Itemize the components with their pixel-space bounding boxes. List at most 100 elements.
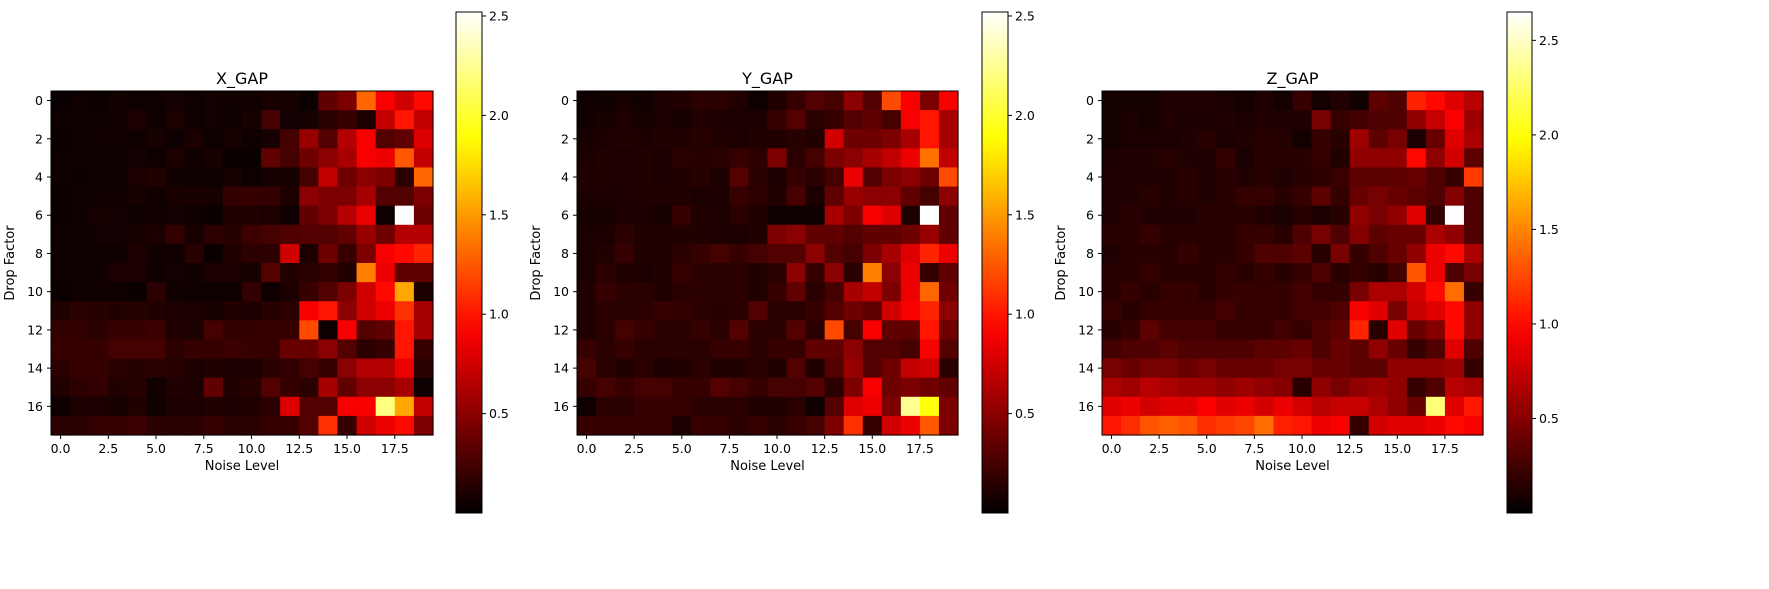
heatmap-cell <box>299 320 319 341</box>
heatmap-cell <box>786 224 807 245</box>
heatmap-cell <box>261 415 281 436</box>
heatmap-cell <box>127 396 148 417</box>
heatmap-cell <box>748 377 769 398</box>
heatmap-cell <box>242 129 262 149</box>
heatmap-cell <box>634 186 654 207</box>
heatmap-cell <box>184 377 205 398</box>
heatmap-cell <box>824 339 845 360</box>
heatmap-cell <box>634 167 654 188</box>
heatmap-cell <box>881 320 902 341</box>
heatmap-cell <box>1330 415 1351 436</box>
heatmap-cell <box>1349 148 1370 169</box>
heatmap-cell <box>1121 358 1141 379</box>
heatmap-cell <box>1254 205 1275 226</box>
heatmap-cell <box>222 148 243 169</box>
heatmap-cell <box>146 205 167 226</box>
heatmap-cell <box>1159 129 1179 149</box>
heatmap-cell <box>729 91 750 111</box>
colorbar-tick-label: 1.5 <box>1015 207 1035 222</box>
heatmap-cell <box>1159 320 1179 341</box>
heatmap-cell <box>222 301 243 321</box>
heatmap-cell <box>1102 110 1122 130</box>
heatmap-cell <box>1330 110 1351 130</box>
heatmap-cell <box>242 224 262 245</box>
heatmap-cell <box>729 186 750 207</box>
heatmap-cell <box>843 148 864 169</box>
heatmap-cell <box>51 396 71 417</box>
heatmap-cell <box>596 377 616 398</box>
heatmap-cell <box>1311 91 1332 111</box>
heatmap-cell <box>1273 415 1294 436</box>
x-tick-label: 17.5 <box>381 441 409 456</box>
heatmap-cell <box>1425 91 1446 111</box>
heatmap-cell <box>653 358 673 379</box>
y-tick-label: 10 <box>27 284 43 299</box>
heatmap-cell <box>672 243 692 264</box>
heatmap-cell <box>1311 339 1332 360</box>
heatmap-cell <box>394 320 415 341</box>
x-tick-label: 0.0 <box>51 441 71 456</box>
heatmap-cell <box>919 186 940 207</box>
heatmap-cell <box>1406 415 1427 436</box>
heatmap-cell <box>108 186 128 207</box>
heatmap-cell <box>70 167 90 188</box>
heatmap-cell <box>203 339 224 360</box>
heatmap-cell <box>672 167 692 188</box>
heatmap-cell <box>318 263 339 283</box>
heatmap-cell <box>824 110 845 130</box>
heatmap-cell <box>1140 224 1160 245</box>
heatmap-cell <box>938 243 959 264</box>
heatmap-cell <box>222 377 243 398</box>
heatmap-cell <box>203 358 224 379</box>
heatmap-cell <box>356 396 377 417</box>
heatmap-cell <box>1197 339 1217 360</box>
heatmap-cell <box>1121 396 1141 417</box>
heatmap-cell <box>577 358 597 379</box>
heatmap-cell <box>729 263 750 283</box>
heatmap-cell <box>824 129 845 149</box>
heatmap-cell <box>318 224 339 245</box>
heatmap-cell <box>1121 224 1141 245</box>
heatmap-cell <box>146 339 167 360</box>
heatmap-cell <box>1216 148 1236 169</box>
heatmap-cell <box>261 339 281 360</box>
heatmap-cell <box>108 377 128 398</box>
heatmap-cell <box>261 301 281 321</box>
chart-panel-2: Z_GAP 0.0 2.5 5.0 7.5 10.0 12.5 15.0 17.5 0 2 4 6 8 10… <box>1054 11 1559 514</box>
heatmap-cell <box>280 263 300 283</box>
heatmap-cell <box>356 243 377 264</box>
heatmap-cell <box>222 339 243 360</box>
heatmap-cell <box>1178 91 1198 111</box>
heatmap-cell <box>615 186 635 207</box>
heatmap-cell <box>89 282 109 302</box>
heatmap-cell <box>786 339 807 360</box>
heatmap-cell <box>1444 243 1465 264</box>
heatmap-cell <box>710 167 730 188</box>
heatmap-cell <box>919 110 940 130</box>
heatmap-cell <box>1387 205 1408 226</box>
heatmap-cell <box>1102 129 1122 149</box>
heatmap-cell <box>1197 186 1217 207</box>
heatmap-cell <box>1330 358 1351 379</box>
heatmap-cell <box>767 148 788 169</box>
heatmap-cell <box>394 129 415 149</box>
heatmap-cell <box>767 224 788 245</box>
heatmap-cell <box>672 129 692 149</box>
y-tick-label: 14 <box>27 361 43 376</box>
heatmap-cell <box>615 167 635 188</box>
heatmap-cell <box>89 396 109 417</box>
heatmap-cell <box>634 110 654 130</box>
heatmap-cell <box>356 358 377 379</box>
y-tick-label: 6 <box>1086 208 1094 223</box>
heatmap-cell <box>881 148 902 169</box>
x-tick-label: 5.0 <box>1197 441 1217 456</box>
heatmap-cell <box>653 339 673 360</box>
heatmap-cell <box>1140 91 1160 111</box>
heatmap-cell <box>843 320 864 341</box>
heatmap-cell <box>184 243 205 264</box>
y-tick-label: 12 <box>27 322 43 337</box>
heatmap-cell <box>1425 243 1446 264</box>
heatmap-cell <box>242 91 262 111</box>
x-tick-label: 2.5 <box>98 441 118 456</box>
y-tick-label: 2 <box>35 131 43 146</box>
